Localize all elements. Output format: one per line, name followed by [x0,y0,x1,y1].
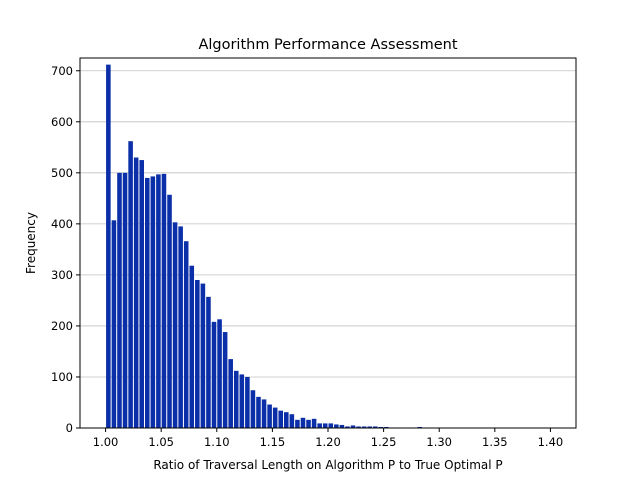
histogram-bar [372,426,378,428]
histogram-bar [345,426,350,428]
x-axis-ticks: 1.00 1.05 1.10 1.15 1.20 1.25 1.30 1.35 1.40 [93,428,563,449]
x-tick-label: 1.35 [482,435,508,449]
histogram-bar [189,265,195,428]
histogram-bar [328,423,334,428]
histogram-bar [106,64,111,428]
histogram-bar [217,319,222,428]
histogram-bar [200,283,206,428]
histogram-bar [311,418,317,428]
histogram-bar [322,423,328,428]
x-tick-label: 1.20 [315,435,341,449]
bars [106,64,562,428]
histogram-bar [117,172,122,428]
histogram-bar [356,426,361,428]
histogram-bar [317,423,322,428]
x-tick-label: 1.30 [426,435,452,449]
histogram-bar [150,176,156,428]
histogram-bar [339,424,345,428]
histogram-bar [256,396,261,428]
x-tick-label: 1.15 [260,435,286,449]
histogram-bar [111,220,117,428]
chart-title: Algorithm Performance Assessment [198,37,457,53]
histogram-bar [384,426,389,428]
histogram-bar [145,177,150,428]
histogram-bar [278,410,284,428]
histogram-bar [183,241,189,428]
x-tick-label: 1.00 [93,435,119,449]
x-tick-label: 1.05 [148,435,174,449]
y-axis-label: Frequency [24,212,38,274]
histogram-bar [239,374,245,428]
histogram-bar [161,173,167,428]
y-tick-label: 100 [51,370,73,384]
histogram-bar [250,390,256,428]
histogram-bar [306,419,311,428]
x-tick-label: 1.25 [371,435,397,449]
x-tick-label: 1.10 [204,435,230,449]
histogram-bar [211,321,217,428]
y-tick-label: 200 [51,319,73,333]
histogram-bar [350,425,356,428]
histogram-bar [334,424,339,428]
x-axis-label: Ratio of Traversal Length on Algorithm P… [153,458,502,472]
histogram-bar [289,414,295,428]
histogram-bar [222,332,228,428]
histogram-bar [178,226,183,428]
histogram-bar [128,141,133,428]
y-tick-label: 500 [51,166,73,180]
histogram-bar [195,280,200,428]
histogram-bar [133,157,139,428]
histogram-bar [367,426,372,428]
histogram-bar [122,172,128,428]
y-tick-label: 700 [51,64,73,78]
histogram-bar [295,419,300,428]
histogram-bar [417,426,423,428]
histogram-bar [300,417,306,428]
histogram-bar [228,359,233,428]
histogram-bar [139,160,145,428]
histogram-bar [233,370,239,428]
histogram-bar [167,194,172,428]
y-tick-label: 0 [66,421,73,435]
histogram-bar [261,399,267,428]
y-tick-label: 400 [51,217,73,231]
y-tick-label: 600 [51,115,73,129]
histogram-bar [378,426,384,428]
histogram-bar [172,222,178,428]
histogram-bar [284,412,289,428]
y-tick-label: 300 [51,268,73,282]
histogram-bar [361,426,367,428]
histogram-bar [272,407,278,428]
y-axis-ticks: 0 100 200 300 400 500 600 700 [51,64,80,435]
histogram-bar [156,174,161,428]
histogram-bar [267,404,272,428]
histogram-bar [206,296,211,428]
histogram-bar [245,376,250,428]
x-tick-label: 1.40 [538,435,564,449]
